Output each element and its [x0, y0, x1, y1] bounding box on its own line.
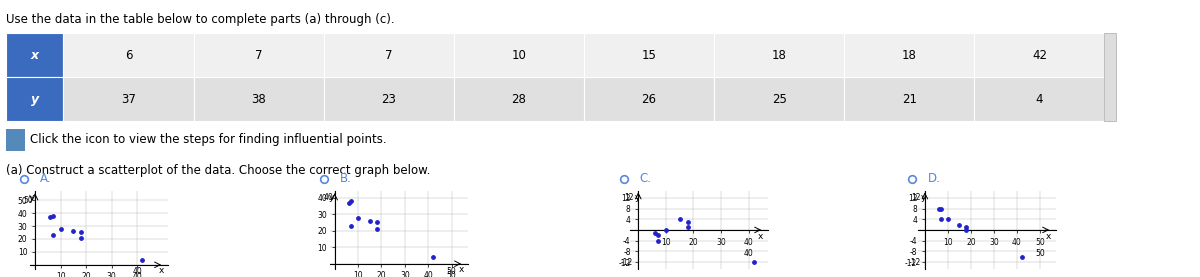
Point — [678, 220, 697, 224]
Point — [367, 227, 386, 231]
Point — [648, 238, 667, 243]
Text: Use the data in the table below to complete parts (a) through (c).: Use the data in the table below to compl… — [6, 13, 395, 26]
Point — [670, 217, 689, 221]
Point — [52, 226, 71, 231]
Point — [678, 225, 697, 229]
Bar — [584, 33, 714, 77]
Point — [342, 199, 361, 203]
Bar — [6, 33, 64, 77]
Text: A.: A. — [40, 172, 52, 185]
Bar — [845, 33, 974, 77]
Bar — [1104, 33, 1116, 121]
Point — [656, 228, 676, 232]
Bar — [454, 77, 584, 121]
Point — [133, 257, 152, 262]
Point — [41, 215, 60, 219]
Point — [342, 224, 361, 228]
Bar — [974, 77, 1104, 121]
Text: 42: 42 — [1032, 49, 1046, 62]
Point — [646, 230, 665, 235]
Point — [43, 233, 62, 237]
Point — [744, 260, 764, 264]
Text: C.: C. — [640, 172, 652, 185]
Text: 7: 7 — [385, 49, 392, 62]
Bar — [64, 33, 193, 77]
Point — [931, 217, 950, 221]
Bar — [6, 129, 25, 151]
Point — [348, 215, 367, 220]
Text: 50: 50 — [24, 196, 34, 205]
Text: 12: 12 — [911, 193, 920, 202]
Text: 40: 40 — [324, 193, 334, 202]
Text: y: y — [329, 193, 335, 202]
Point — [72, 235, 91, 240]
Text: x: x — [458, 265, 464, 274]
Bar — [974, 33, 1104, 77]
Text: y: y — [635, 193, 640, 202]
Point — [1012, 255, 1031, 259]
Text: 7: 7 — [254, 49, 263, 62]
Bar — [845, 77, 974, 121]
Text: 28: 28 — [511, 93, 527, 106]
Text: -12: -12 — [908, 258, 920, 266]
Text: x: x — [158, 266, 164, 275]
Point — [43, 214, 62, 218]
Text: 50: 50 — [1036, 249, 1045, 258]
Text: 50: 50 — [446, 267, 456, 276]
Bar — [193, 33, 324, 77]
Text: -12: -12 — [622, 258, 634, 266]
Text: y: y — [29, 193, 35, 202]
Text: 26: 26 — [642, 93, 656, 106]
Bar — [6, 77, 64, 121]
Point — [424, 255, 443, 259]
Bar — [64, 77, 193, 121]
Bar — [714, 77, 845, 121]
Text: 40: 40 — [132, 267, 143, 276]
Text: 23: 23 — [382, 93, 396, 106]
Point — [340, 201, 359, 205]
Bar — [193, 77, 324, 121]
Text: D.: D. — [928, 172, 941, 185]
Point — [648, 233, 667, 237]
Point — [956, 225, 976, 229]
Text: 15: 15 — [642, 49, 656, 62]
Text: 4: 4 — [1036, 93, 1043, 106]
Text: 18: 18 — [772, 49, 786, 62]
Bar — [324, 77, 454, 121]
Text: x: x — [757, 232, 763, 241]
Text: 25: 25 — [772, 93, 786, 106]
Text: (a) Construct a scatterplot of the data. Choose the correct graph below.: (a) Construct a scatterplot of the data.… — [6, 164, 431, 177]
Point — [367, 220, 386, 225]
Point — [64, 229, 83, 234]
Text: 18: 18 — [902, 49, 917, 62]
Point — [938, 217, 958, 221]
Text: 37: 37 — [121, 93, 136, 106]
Point — [360, 219, 379, 223]
Bar — [324, 33, 454, 77]
Text: y: y — [920, 193, 926, 202]
Text: Click the icon to view the steps for finding influential points.: Click the icon to view the steps for fin… — [30, 134, 386, 146]
Point — [956, 228, 976, 232]
Text: y: y — [31, 93, 38, 106]
Text: 38: 38 — [251, 93, 266, 106]
Text: 6: 6 — [125, 49, 132, 62]
Text: x: x — [1045, 232, 1051, 241]
Text: B.: B. — [340, 172, 352, 185]
Bar — [714, 33, 845, 77]
Text: 12: 12 — [624, 193, 634, 202]
Bar — [584, 77, 714, 121]
Point — [931, 206, 950, 211]
Text: 40: 40 — [744, 249, 754, 258]
Text: 21: 21 — [901, 93, 917, 106]
Bar — [454, 33, 584, 77]
Text: 10: 10 — [511, 49, 527, 62]
Point — [950, 222, 970, 227]
Point — [929, 206, 948, 211]
Text: x: x — [31, 49, 38, 62]
Point — [72, 230, 91, 235]
